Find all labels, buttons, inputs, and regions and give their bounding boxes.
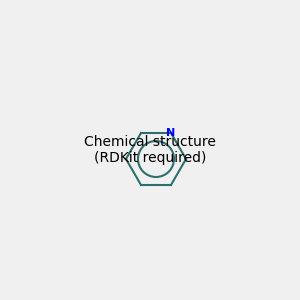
- Text: Chemical structure
(RDKit required): Chemical structure (RDKit required): [84, 135, 216, 165]
- Text: N: N: [167, 128, 176, 138]
